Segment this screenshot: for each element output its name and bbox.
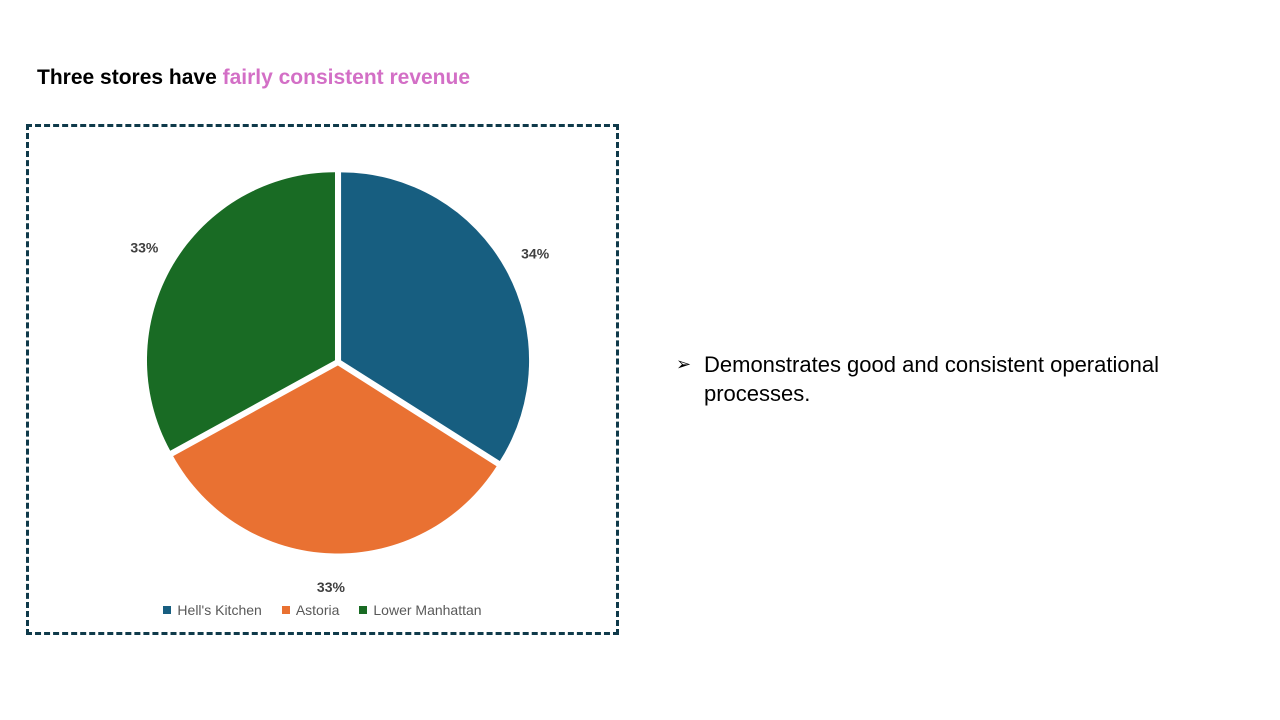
pie-chart: 34% 33% 33% <box>130 172 550 595</box>
legend-item: Astoria <box>281 602 340 618</box>
bullet-text: Demonstrates good and consistent operati… <box>704 352 1159 406</box>
legend-swatch <box>359 606 368 614</box>
legend-label: Lower Manhattan <box>373 602 482 618</box>
data-label: 33% <box>130 239 159 255</box>
chart-legend: Hell's Kitchen Astoria Lower Manhattan <box>29 602 616 618</box>
legend-swatch <box>281 606 290 614</box>
legend-item: Hell's Kitchen <box>163 602 262 618</box>
title-highlight: fairly consistent revenue <box>222 66 471 89</box>
pie-slice-astoria <box>173 365 497 554</box>
pie-slice-lower-manhattan <box>146 172 335 451</box>
data-label: 33% <box>317 579 346 595</box>
page-title: Three stores have fairly consistent reve… <box>37 66 470 90</box>
bullet-list: ➢ Demonstrates good and consistent opera… <box>676 350 1236 408</box>
arrowhead-bullet-icon: ➢ <box>676 354 692 374</box>
chart-frame: 34% 33% 33% Hell's Kitchen Astoria Lower Man… <box>26 124 619 635</box>
legend-swatch <box>163 606 172 614</box>
legend-item: Lower Manhattan <box>359 602 482 618</box>
title-prefix: Three stores have <box>37 66 223 89</box>
legend-label: Astoria <box>295 602 340 618</box>
pie-slice-hell-s-kitchen <box>341 172 530 462</box>
legend-label: Hell's Kitchen <box>177 602 262 618</box>
data-label: 34% <box>521 246 550 262</box>
